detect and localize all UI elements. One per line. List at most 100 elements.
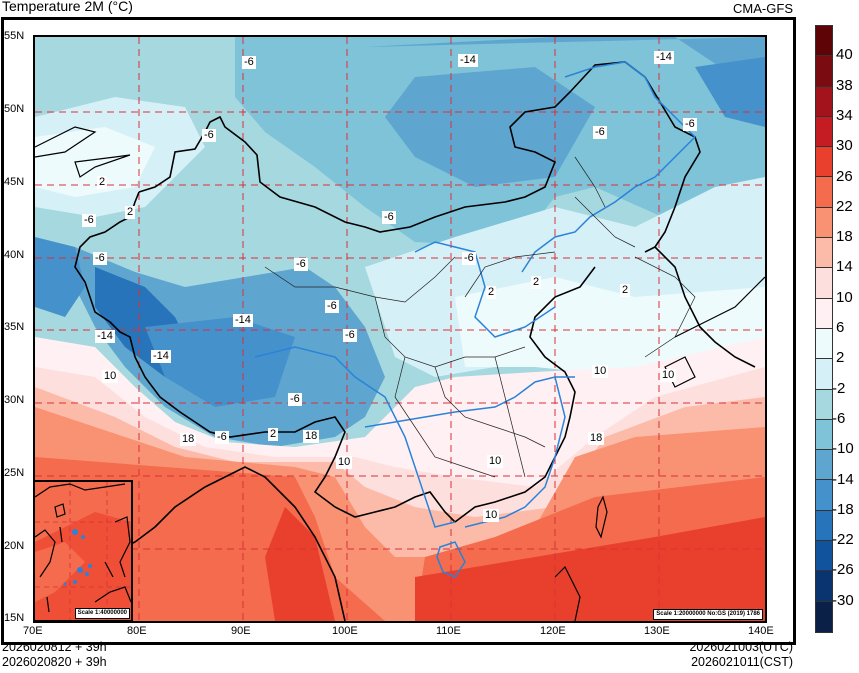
contour-label: -14 <box>233 314 253 327</box>
plot-frame <box>1 17 796 645</box>
lat-label-50n: 50N <box>4 103 25 115</box>
colorbar-segment <box>816 571 832 602</box>
colorbar-label: -14 <box>832 470 854 488</box>
lon-label-90e: 90E <box>231 625 251 637</box>
colorbar-segment <box>816 480 832 511</box>
colorbar-label: -2 <box>832 379 846 397</box>
lat-label-30n: 30N <box>4 394 25 406</box>
colorbar-segment <box>816 56 832 87</box>
map-scale-note: Scale 1:20000000 No:GS (2019) 1786 <box>653 609 763 620</box>
colorbar-segment <box>816 328 832 360</box>
lat-label-40n: 40N <box>4 249 25 261</box>
contour-label: 2 <box>97 176 108 189</box>
contour-label: -6 <box>215 431 229 444</box>
colorbar-label: 34 <box>836 106 853 124</box>
colorbar-segment <box>816 116 832 148</box>
colorbar <box>815 25 833 633</box>
colorbar-label: -26 <box>832 561 854 579</box>
colorbar-label: 26 <box>836 167 853 185</box>
lon-label-100e: 100E <box>332 625 358 637</box>
colorbar-label: -6 <box>832 409 846 427</box>
lat-label-15n: 15N <box>4 612 25 624</box>
colorbar-label: 14 <box>836 258 853 276</box>
contour-label: 2 <box>268 428 279 441</box>
colorbar-label: -22 <box>832 531 854 549</box>
valid-time-utc: 2026021003(UTC) <box>689 640 793 654</box>
colorbar-label: 18 <box>836 228 853 246</box>
colorbar-segment <box>816 359 832 390</box>
lat-label-25n: 25N <box>4 467 25 479</box>
contour-label: 10 <box>487 455 504 468</box>
temperature-map: -6 -14 -14 -6 -6 -6 2 2 -6 -6 -6 -6 -6 2 2 2 -6 -14 -6 -14 -… <box>33 35 767 623</box>
lat-label-55n: 55N <box>4 30 25 42</box>
lon-label-140e: 140E <box>748 625 774 637</box>
contour-label: -6 <box>82 214 96 227</box>
lat-label-35n: 35N <box>4 321 25 333</box>
chart-title: Temperature 2M (°C) <box>2 0 133 14</box>
contour-label: 2 <box>125 206 136 219</box>
contour-label: 10 <box>660 369 677 382</box>
contour-label: -6 <box>242 56 256 69</box>
contour-label: 2 <box>620 284 631 297</box>
colorbar-segment <box>816 541 832 572</box>
colorbar-segment <box>816 298 832 329</box>
contour-label: -6 <box>462 252 476 265</box>
inset-map <box>35 482 131 620</box>
contour-label: -6 <box>294 258 308 271</box>
colorbar-segment <box>816 419 832 451</box>
lon-label-130e: 130E <box>644 625 670 637</box>
colorbar-segment <box>816 177 832 208</box>
contour-label: -6 <box>325 300 339 313</box>
colorbar-label: 2 <box>836 349 845 367</box>
colorbar-segment <box>816 510 832 542</box>
colorbar-label: 40 <box>836 46 853 64</box>
colorbar-segment <box>816 450 832 481</box>
colorbar-segment <box>816 238 832 269</box>
lat-label-20n: 20N <box>4 540 25 552</box>
colorbar-segment <box>816 147 832 178</box>
colorbar-segment <box>816 389 832 420</box>
colorbar-label: -10 <box>832 440 854 458</box>
contour-label: -6 <box>288 393 302 406</box>
contour-label: -6 <box>343 329 357 342</box>
colorbar-segment <box>816 268 832 299</box>
colorbar-label: 6 <box>836 319 845 336</box>
init-time-cst: 2026020820 + 39h <box>2 655 107 669</box>
contour-label: 10 <box>102 370 119 383</box>
colorbar-label: 10 <box>836 288 853 306</box>
contour-label: -6 <box>683 118 697 131</box>
lon-label-110e: 110E <box>436 625 461 637</box>
colorbar-label: 30 <box>836 137 853 155</box>
contour-label: 18 <box>180 433 197 446</box>
contour-label: -6 <box>593 126 607 139</box>
lon-label-80e: 80E <box>127 625 147 637</box>
contour-label: -14 <box>95 330 115 343</box>
contour-label: 10 <box>592 365 609 378</box>
colorbar-segment <box>816 601 832 632</box>
colorbar-label: 22 <box>836 197 853 215</box>
contour-label: -14 <box>458 54 478 67</box>
contour-label: -6 <box>202 129 216 142</box>
contour-label: 2 <box>486 286 497 299</box>
lon-label-70e: 70E <box>23 625 43 637</box>
colorbar-label: -30 <box>832 591 854 609</box>
temperature-field <box>35 37 765 621</box>
contour-label: -14 <box>654 51 674 64</box>
colorbar-label: -18 <box>832 500 854 518</box>
model-name: CMA-GFS <box>733 1 793 16</box>
lat-label-45n: 45N <box>4 176 25 188</box>
contour-label: 10 <box>336 456 353 469</box>
contour-label: 18 <box>303 430 320 443</box>
contour-label: -6 <box>382 211 396 224</box>
inset-scale-note: Scale 1:40000000 <box>74 608 130 619</box>
contour-label: -14 <box>151 350 171 363</box>
colorbar-segment <box>816 26 832 57</box>
colorbar-segment <box>816 86 832 117</box>
contour-label: 10 <box>483 509 500 522</box>
colorbar-label: 38 <box>836 76 853 94</box>
colorbar-segment <box>816 207 832 239</box>
contour-label: -6 <box>93 252 107 265</box>
south-china-sea-inset: Scale 1:40000000 <box>33 480 133 622</box>
lon-label-120e: 120E <box>540 625 566 637</box>
contour-label: 18 <box>588 432 605 445</box>
